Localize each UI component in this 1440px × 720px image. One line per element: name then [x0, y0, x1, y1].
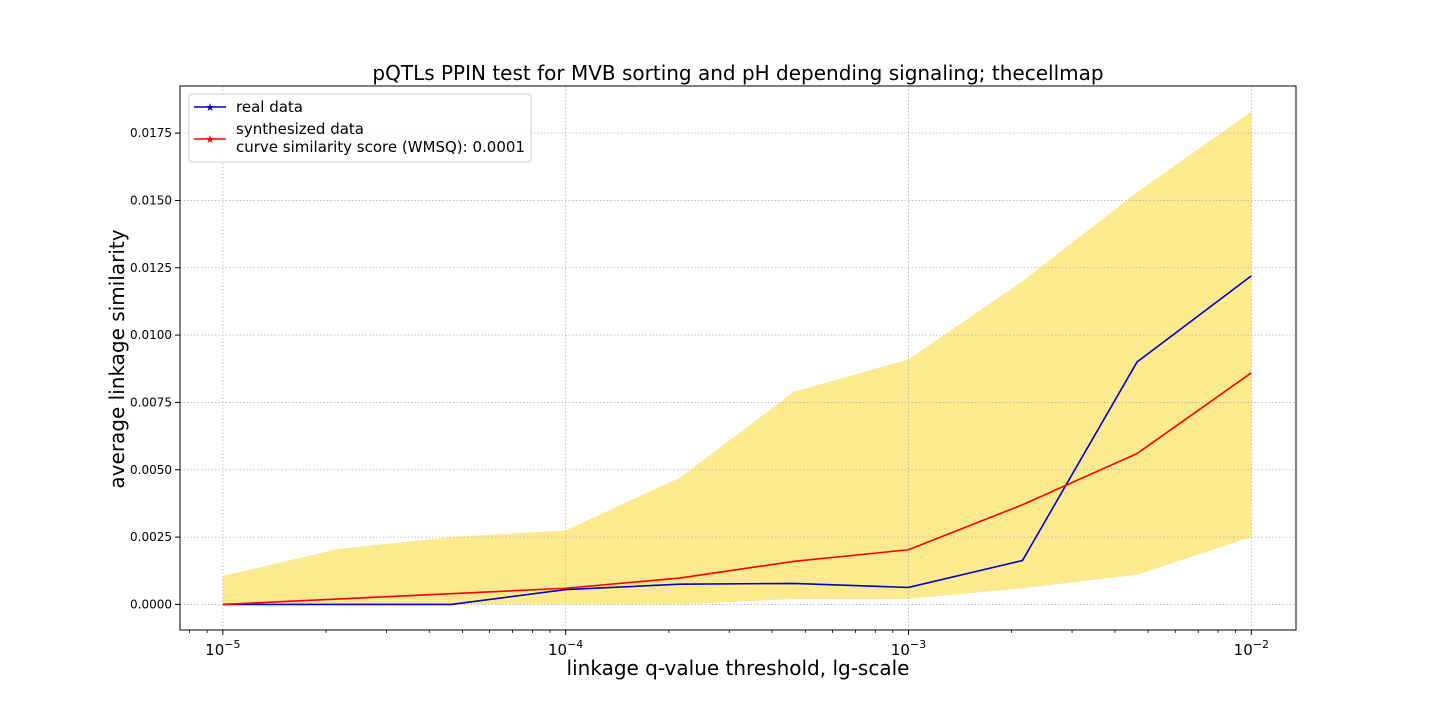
y-tick-label-0: 0.0000: [130, 597, 172, 611]
plot-frame: [179, 85, 1297, 631]
legend-label-0-0: real data: [236, 98, 303, 116]
legend-label-1-0: synthesized data: [236, 120, 364, 138]
y-tick-label-4: 0.0100: [130, 328, 172, 342]
series-line-1: [222, 372, 1252, 606]
plot-area: 10−5 10−4 10−3 10−2 0.0000 0.0025 0.0050 0.0075…: [130, 85, 1297, 659]
legend-marker-1: ★: [205, 133, 215, 146]
x-axis-label: linkage q-value threshold, lg-scale: [567, 656, 910, 680]
y-tick-label-7: 0.0175: [130, 126, 172, 140]
x-tick-label-1: 10−4: [548, 638, 583, 659]
y-axis-label: average linkage similarity: [105, 229, 129, 488]
y-tick-label-1: 0.0025: [130, 530, 172, 544]
series-line-0: [222, 275, 1252, 606]
x-tick-label-2: 10−3: [891, 638, 926, 659]
confidence-band: [222, 111, 1252, 605]
legend-box: [188, 93, 532, 163]
y-tick-label-5: 0.0125: [130, 261, 172, 275]
y-tick-label-2: 0.0050: [130, 463, 172, 477]
y-tick-label-6: 0.0150: [130, 193, 172, 207]
chart-title: pQTLs PPIN test for MVB sorting and pH d…: [372, 61, 1103, 85]
legend-label-1-1: curve similarity score (WMSQ): 0.0001: [236, 138, 525, 156]
x-tick-label-3: 10−2: [1234, 638, 1269, 659]
legend-marker-0: ★: [205, 101, 215, 114]
x-tick-label-0: 10−5: [205, 638, 240, 659]
y-tick-label-3: 0.0075: [130, 395, 172, 409]
